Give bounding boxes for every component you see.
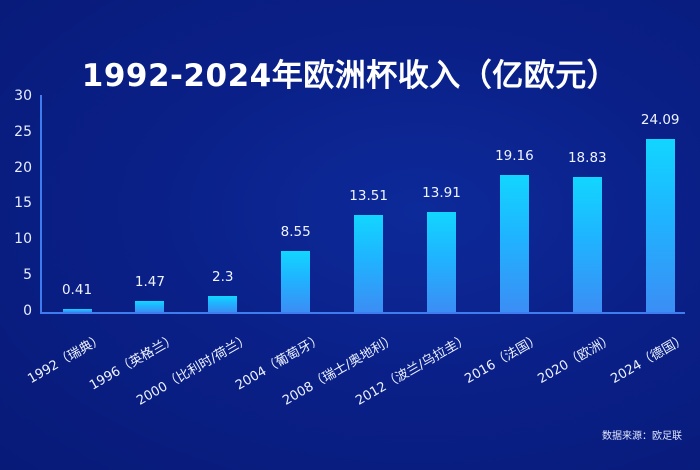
bar bbox=[135, 301, 165, 312]
x-axis-line bbox=[40, 312, 685, 314]
bar bbox=[499, 174, 529, 312]
bar-value-label: 19.16 bbox=[495, 147, 534, 164]
bar-value-label: 13.51 bbox=[349, 188, 388, 205]
chart-title: 1992-2024年欧洲杯收入（亿欧元） bbox=[81, 58, 619, 94]
x-tick-label: 2016（法国） bbox=[462, 331, 544, 388]
bar bbox=[281, 250, 311, 312]
bar bbox=[208, 295, 238, 312]
y-tick: 15 bbox=[14, 195, 32, 211]
bar-value-label: 2.3 bbox=[212, 268, 234, 285]
bar bbox=[572, 177, 602, 312]
bar-value-label: 0.41 bbox=[61, 282, 93, 299]
bar bbox=[645, 139, 675, 312]
bar bbox=[354, 215, 384, 312]
y-tick: 25 bbox=[14, 124, 32, 140]
y-axis-line bbox=[40, 95, 42, 313]
y-tick: 30 bbox=[14, 88, 32, 104]
bar-value-label: 1.47 bbox=[134, 274, 165, 291]
data-source-note: 数据来源：欧足联 bbox=[602, 431, 682, 442]
bar-value-label: 13.91 bbox=[422, 185, 461, 202]
x-tick-label: 2020（欧洲） bbox=[535, 331, 617, 388]
bar-value-label: 18.83 bbox=[567, 150, 607, 167]
y-tick: 20 bbox=[14, 160, 32, 176]
y-tick: 0 bbox=[23, 303, 32, 319]
y-tick: 10 bbox=[14, 231, 32, 247]
x-tick-label: 2024（德国） bbox=[608, 331, 690, 388]
bar bbox=[62, 309, 92, 312]
y-tick: 5 bbox=[23, 267, 32, 283]
bar-value-label: 8.55 bbox=[280, 223, 311, 240]
bar bbox=[427, 212, 456, 312]
bar-value-label: 24.09 bbox=[640, 112, 680, 129]
